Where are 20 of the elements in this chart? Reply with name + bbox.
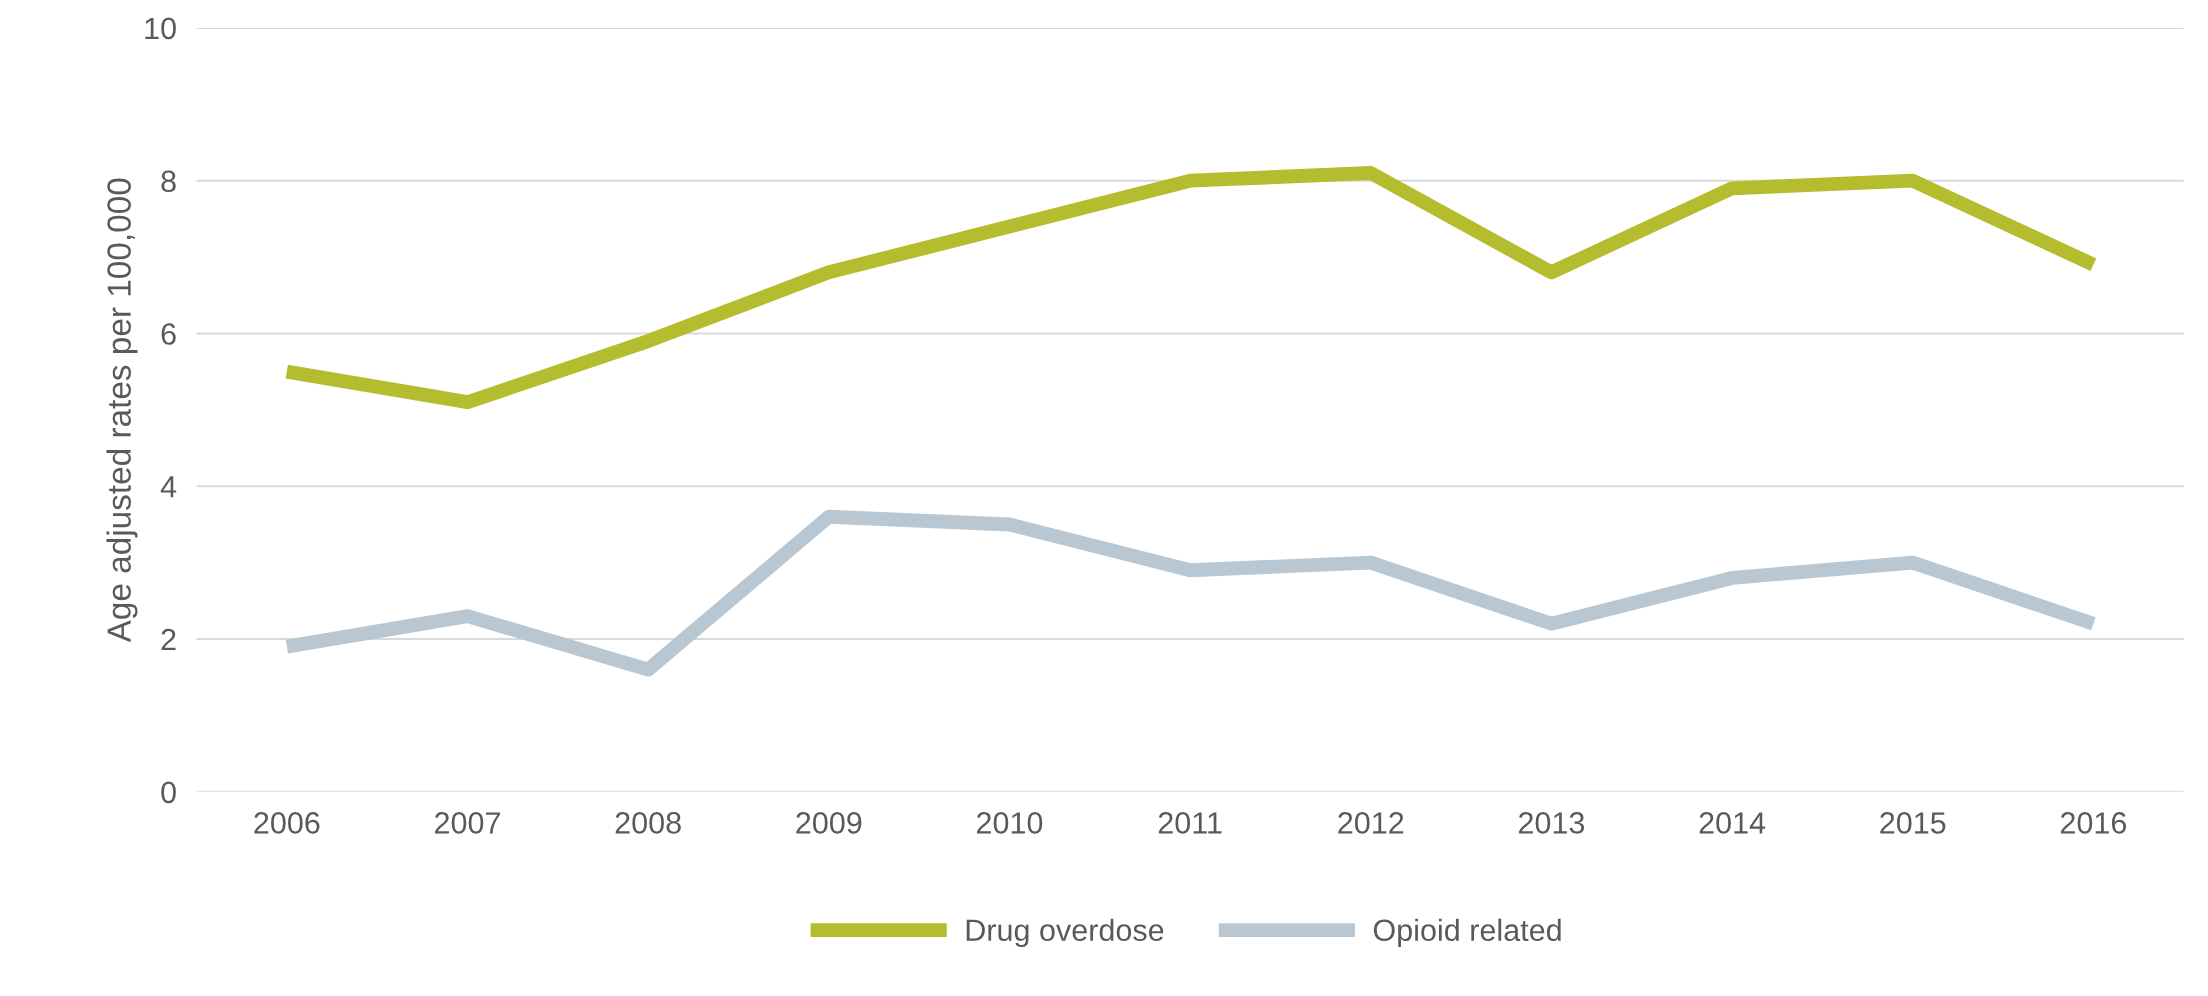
x-tick-label: 2006	[254, 812, 320, 834]
y-tick-label: 4	[160, 476, 177, 498]
x-tick-label: 2014	[1699, 812, 1766, 834]
y-tick-label: 2	[161, 628, 176, 651]
y-axis-title: Age adjusted rates per 100,000	[106, 178, 138, 643]
x-tick-label: 2007	[435, 812, 500, 834]
y-tick-label: 8	[161, 170, 176, 193]
x-tick-label: 2015	[1880, 812, 1946, 834]
legend-label: Opioid related	[1373, 918, 1561, 948]
x-tick-label: 2009	[796, 812, 862, 834]
x-tick-label: 2012	[1338, 812, 1404, 834]
y-tick-label: 10	[145, 17, 176, 40]
legend-label: Drug overdose	[966, 918, 1164, 948]
x-tick-label: 2016	[2060, 812, 2127, 834]
x-tick-label: 2013	[1518, 812, 1585, 834]
y-tick-label: 0	[161, 781, 176, 804]
x-tick-label: 2011	[1158, 812, 1222, 834]
y-tick-label: 6	[161, 323, 176, 345]
x-tick-label: 2008	[615, 812, 681, 834]
x-tick-label: 2010	[977, 812, 1043, 834]
